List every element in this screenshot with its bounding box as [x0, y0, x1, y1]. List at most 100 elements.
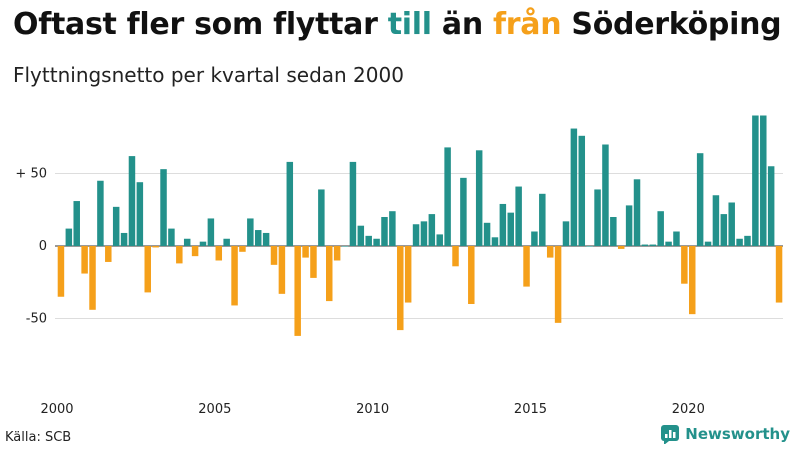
- bar: [223, 238, 230, 246]
- bar: [689, 246, 696, 315]
- bar: [239, 246, 246, 252]
- bar: [562, 221, 570, 246]
- bar: [373, 238, 380, 246]
- x-tick-label: 2000: [40, 402, 73, 417]
- bar: [215, 246, 223, 261]
- bar: [381, 217, 388, 246]
- bar: [554, 246, 562, 323]
- bar: [546, 246, 554, 258]
- bar: [105, 246, 112, 262]
- bar: [736, 238, 743, 246]
- axis-labels: + 50 0 -50 2000 2005 2010 2015 2020: [15, 167, 704, 418]
- bar: [176, 246, 183, 264]
- bar: [231, 246, 238, 306]
- bar: [318, 189, 325, 246]
- bar: [65, 228, 73, 246]
- bar: [452, 246, 459, 267]
- bar: [625, 205, 633, 246]
- bar: [168, 228, 175, 246]
- title-part-3: än: [431, 7, 494, 42]
- bar: [523, 246, 530, 287]
- bar: [728, 202, 735, 246]
- chart-subtitle: Flyttningsnetto per kvartal sedan 2000: [13, 63, 404, 87]
- x-tick-label: 2010: [356, 402, 389, 417]
- bar: [665, 241, 672, 246]
- bar: [681, 246, 688, 284]
- bar: [136, 182, 144, 246]
- bar: [286, 161, 294, 246]
- bar: [112, 206, 120, 246]
- bar: [633, 179, 641, 246]
- bar: [649, 244, 657, 246]
- bar: [191, 246, 199, 257]
- bar: [704, 241, 712, 246]
- y-tick-label: 0: [39, 239, 47, 254]
- bar: [199, 241, 207, 246]
- y-tick-label: -50: [26, 312, 47, 327]
- bar: [302, 246, 309, 258]
- bar: [436, 234, 443, 246]
- bar: [357, 225, 365, 246]
- bar: [744, 235, 751, 246]
- bar: [270, 246, 278, 265]
- bar: [326, 246, 333, 302]
- x-tick-label: 2015: [514, 402, 547, 417]
- bar: [657, 211, 664, 246]
- bar: [578, 135, 586, 246]
- bar: [483, 222, 491, 246]
- x-tick-label: 2005: [198, 402, 231, 417]
- bar: [696, 153, 704, 246]
- bar: [73, 201, 80, 246]
- bar: [412, 224, 420, 246]
- bar: [767, 166, 775, 246]
- bar: [610, 217, 617, 246]
- bar: [144, 246, 151, 293]
- newsworthy-brand[interactable]: Newsworthy: [661, 424, 790, 444]
- x-tick-label: 2020: [672, 402, 705, 417]
- bar: [207, 218, 215, 246]
- bar: [404, 246, 412, 303]
- bar: [515, 186, 522, 246]
- bar: [460, 177, 467, 246]
- bar: [81, 246, 88, 274]
- bar: [752, 115, 759, 246]
- bar: [775, 246, 783, 303]
- bar: [128, 156, 136, 246]
- bar: [468, 246, 475, 304]
- bar: [57, 246, 65, 297]
- bar: [475, 150, 483, 246]
- bar: [89, 246, 96, 310]
- bar: [262, 232, 270, 246]
- title-part-1: Oftast fler som flyttar: [13, 7, 388, 42]
- y-tick-label: + 50: [15, 167, 47, 182]
- bar: [333, 246, 341, 261]
- bar: [444, 147, 451, 246]
- bar: [760, 115, 767, 246]
- bar: [247, 218, 254, 246]
- bar: [97, 180, 104, 246]
- bar: [389, 211, 396, 246]
- bar: [673, 231, 680, 246]
- source-label: Källa: SCB: [5, 430, 72, 445]
- bar: [349, 161, 357, 246]
- bar: [594, 189, 601, 246]
- newsworthy-logo-icon: [661, 425, 680, 444]
- bar: [570, 128, 578, 246]
- bar: [365, 235, 372, 246]
- bar: [586, 246, 593, 247]
- bar: [160, 169, 167, 246]
- bar: [120, 232, 128, 246]
- bar: [278, 246, 286, 294]
- bar: [428, 214, 436, 246]
- brand-name: Newsworthy: [685, 425, 790, 443]
- bar: [499, 203, 507, 246]
- bar: [397, 246, 404, 331]
- title-word-fran: från: [493, 7, 562, 42]
- bars: [57, 115, 783, 336]
- bar: [720, 214, 728, 246]
- bar: [602, 144, 609, 246]
- bar: [294, 246, 301, 336]
- bar: [254, 230, 262, 246]
- bar: [617, 246, 625, 249]
